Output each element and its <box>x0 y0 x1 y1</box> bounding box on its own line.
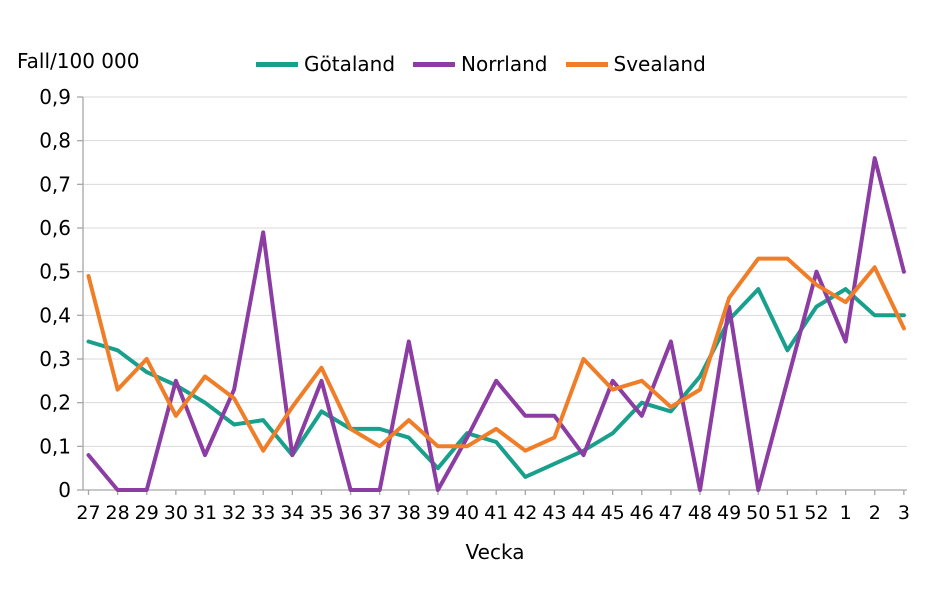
y-tick-label: 0,1 <box>39 434 71 458</box>
x-tick-label: 46 <box>630 502 654 524</box>
legend-item-svealand: Svealand <box>565 52 706 76</box>
x-tick-label: 43 <box>542 502 566 524</box>
x-tick-label: 27 <box>76 502 100 524</box>
x-tick-label: 31 <box>193 502 217 524</box>
legend-item-norrland: Norrland <box>413 52 548 76</box>
y-tick-label: 0,6 <box>39 216 71 240</box>
x-tick-label: 30 <box>164 502 188 524</box>
x-tick-label: 49 <box>717 502 741 524</box>
x-tick-label: 3 <box>898 502 910 524</box>
x-tick-label: 1 <box>840 502 852 524</box>
x-tick-label: 47 <box>659 502 683 524</box>
x-tick-label: 48 <box>688 502 712 524</box>
y-tick-label: 0 <box>58 478 71 502</box>
y-tick-label: 0,2 <box>39 391 71 415</box>
legend-label: Svealand <box>613 52 706 76</box>
series-line-svealand <box>86 256 906 453</box>
x-tick-label: 33 <box>251 502 275 524</box>
x-tick-label: 36 <box>338 502 362 524</box>
x-tick-label: 42 <box>513 502 537 524</box>
y-tick-label: 0,4 <box>39 303 71 327</box>
x-tick-label: 28 <box>106 502 130 524</box>
x-tick-label: 2 <box>869 502 881 524</box>
series-line-norrland <box>86 156 906 492</box>
x-axis-title: Vecka <box>465 540 525 564</box>
legend-item-gtaland: Götaland <box>256 52 395 76</box>
x-tick-label: 29 <box>135 502 159 524</box>
x-tick-label: 52 <box>804 502 828 524</box>
x-tick-label: 41 <box>484 502 508 524</box>
x-tick-label: 40 <box>455 502 479 524</box>
legend-swatch <box>413 61 456 67</box>
y-tick-label: 0,9 <box>39 85 71 109</box>
x-tick-label: 45 <box>601 502 625 524</box>
legend-label: Götaland <box>304 52 396 76</box>
legend-swatch <box>256 61 298 67</box>
x-tick-label: 39 <box>426 502 450 524</box>
x-tick-label: 37 <box>368 502 392 524</box>
y-tick-label: 0,5 <box>39 260 71 284</box>
legend-label: Norrland <box>461 52 548 76</box>
x-tick-label: 35 <box>309 502 333 524</box>
y-axis-title: Fall/100 000 <box>17 49 140 73</box>
legend: Götaland Norrland Svealand <box>256 52 724 76</box>
legend-swatch <box>565 61 608 67</box>
y-tick-label: 0,3 <box>39 347 71 371</box>
x-tick-label: 32 <box>222 502 246 524</box>
x-tick-label: 44 <box>571 502 595 524</box>
x-tick-label: 51 <box>775 502 799 524</box>
series-line-gtaland <box>86 287 906 479</box>
y-tick-label: 0,7 <box>39 172 71 196</box>
x-tick-label: 50 <box>746 502 770 524</box>
x-tick-label: 38 <box>397 502 421 524</box>
y-tick-label: 0,8 <box>39 129 71 153</box>
x-tick-label: 34 <box>280 502 304 524</box>
